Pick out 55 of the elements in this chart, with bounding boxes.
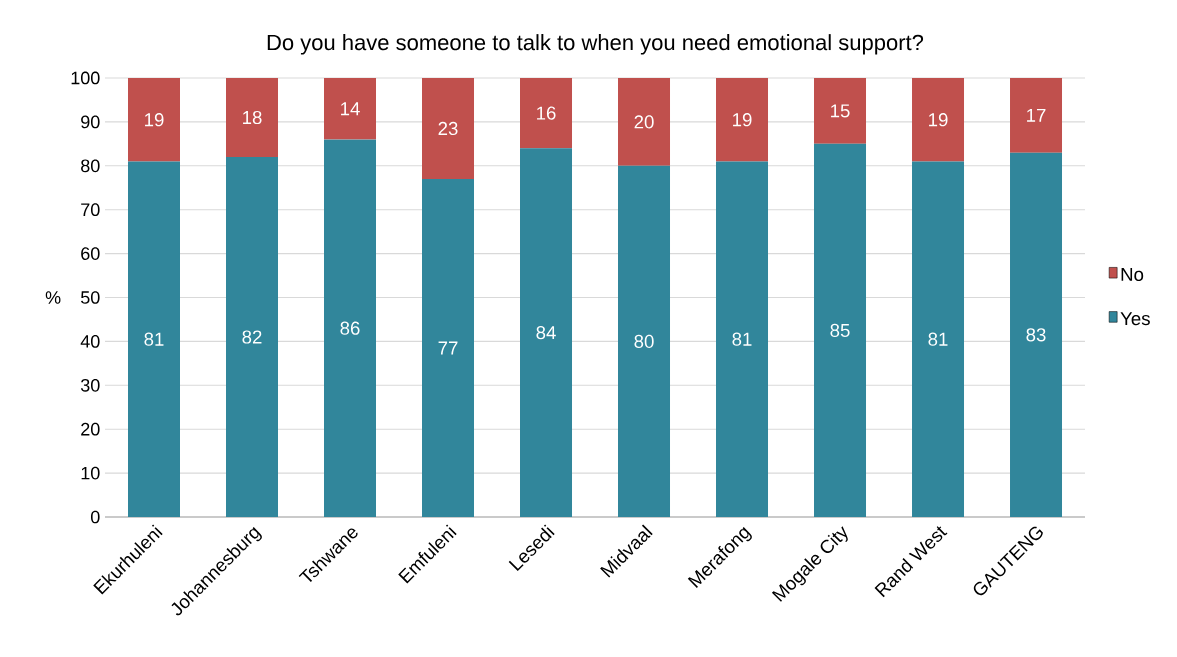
bar (422, 77, 475, 179)
bar (520, 148, 573, 517)
data-label: 80 (634, 334, 654, 349)
y-tick-label: 40 (80, 335, 100, 348)
y-tick-label: 50 (80, 291, 100, 304)
bar (128, 161, 180, 517)
data-label: 19 (145, 113, 164, 127)
y-tick-label: 10 (81, 466, 100, 480)
data-label: 19 (733, 113, 752, 127)
y-tick-label: 70 (81, 203, 100, 217)
data-label: 16 (537, 106, 556, 120)
bar (912, 161, 965, 517)
data-label: 83 (1026, 328, 1046, 342)
bar (912, 77, 965, 162)
y-tick-label: 20 (81, 422, 100, 436)
legend-label: Yes (1120, 312, 1150, 326)
data-label: 81 (144, 332, 164, 346)
data-label: 14 (341, 102, 360, 116)
data-label: 18 (243, 110, 262, 125)
data-label: 85 (830, 323, 850, 338)
y-tick-label: 100 (71, 71, 100, 85)
data-label: 20 (634, 115, 654, 129)
bar (520, 77, 573, 149)
data-label: 86 (340, 321, 360, 335)
bar (324, 139, 377, 517)
bar (1010, 77, 1063, 153)
bar (1010, 152, 1063, 517)
y-tick-label: 90 (81, 115, 100, 129)
data-label: 23 (438, 121, 458, 136)
bar (814, 77, 867, 144)
data-label: 19 (929, 113, 948, 127)
bar (128, 77, 180, 162)
bar (422, 178, 475, 517)
y-tick-label: 30 (80, 378, 100, 392)
y-tick-label: 0 (90, 510, 100, 524)
legend-label: No (1121, 267, 1144, 282)
bar (226, 77, 278, 158)
data-label: 17 (1027, 108, 1046, 122)
y-tick-label: 80 (81, 159, 100, 173)
bar (716, 161, 769, 517)
data-label: 81 (928, 332, 948, 346)
y-tick-label: 60 (81, 247, 100, 260)
data-label: 15 (831, 104, 850, 118)
data-label: 82 (242, 330, 262, 344)
bar (814, 143, 867, 517)
bar (226, 157, 278, 517)
chart-title: Do you have someone to talk to when you need emotional support? (267, 34, 924, 55)
bar (618, 165, 671, 517)
data-label: 81 (732, 332, 752, 346)
bar (618, 77, 671, 166)
bar (324, 77, 377, 140)
bar (716, 77, 769, 162)
data-label: 84 (536, 325, 556, 340)
y-axis-title: % (45, 291, 61, 304)
data-label: 77 (438, 341, 458, 355)
